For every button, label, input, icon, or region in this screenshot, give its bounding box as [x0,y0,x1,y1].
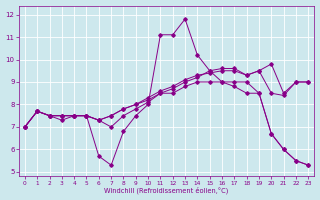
X-axis label: Windchill (Refroidissement éolien,°C): Windchill (Refroidissement éolien,°C) [104,187,229,194]
